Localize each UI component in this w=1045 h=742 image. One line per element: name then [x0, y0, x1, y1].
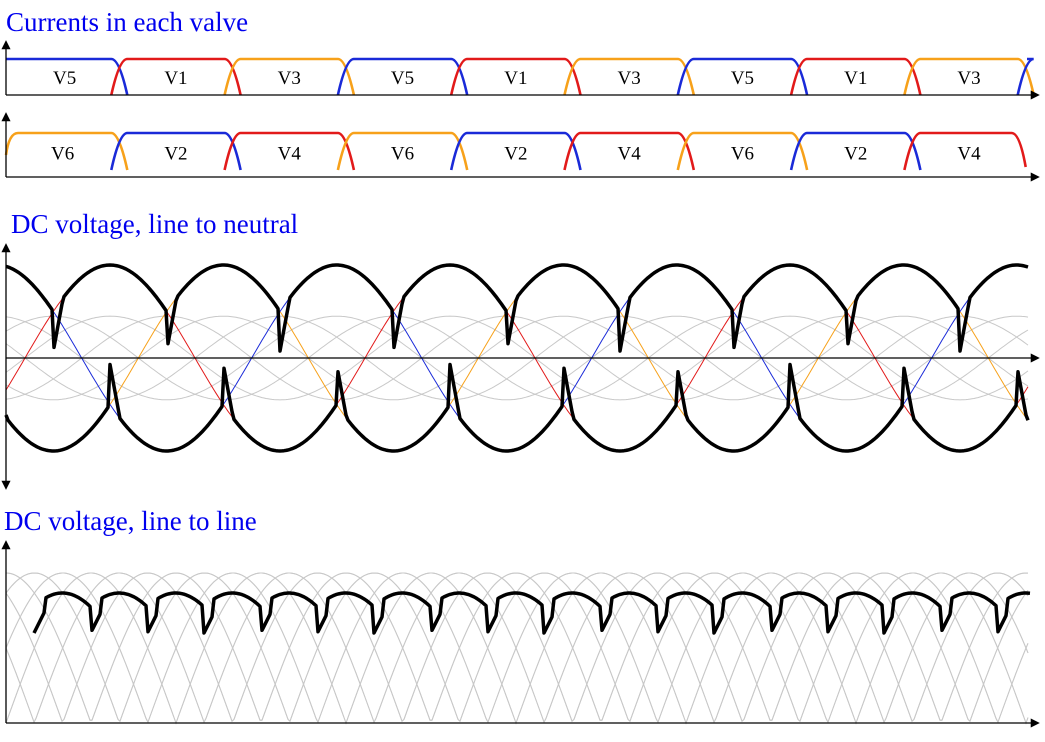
line-to-neutral-panel — [4, 263, 1030, 453]
currents-title: Currents in each valve — [6, 7, 248, 37]
valve-current-v2 — [110, 131, 242, 171]
phase-a-voltage — [5, 264, 1029, 452]
positive-dc-voltage — [5, 263, 1029, 353]
ln-guide-curve — [5, 315, 1029, 401]
ln-guide-curve — [5, 315, 1029, 401]
valve-current-v5 — [676, 57, 809, 96]
valve-current-v5 — [336, 57, 469, 96]
valve-label: V6 — [51, 144, 74, 165]
ll-voltage-title: DC voltage, line to line — [4, 506, 257, 536]
valve-label: V4 — [278, 144, 302, 165]
valve-current-v3 — [223, 57, 356, 96]
valve-current-v6 — [4, 131, 129, 171]
valve-current-v1 — [789, 57, 922, 96]
ll-guide-curve — [5, 572, 1029, 723]
ln-guide-curve — [5, 315, 1029, 401]
valve-current-v4 — [903, 131, 1027, 171]
ln-guide-curve — [5, 315, 1029, 401]
line-to-line-panel — [5, 572, 1031, 725]
valve-label: V5 — [731, 68, 754, 89]
valve-label: V5 — [391, 68, 414, 89]
valve-current-v3 — [903, 57, 1035, 96]
valve-current-v4 — [223, 131, 356, 171]
valve-label: V3 — [957, 68, 980, 89]
dc-line-to-line-voltage — [32, 591, 1031, 635]
ll-guide-curve — [5, 572, 1029, 724]
valve-label: V6 — [391, 144, 414, 165]
valve-label: V1 — [164, 68, 187, 89]
valve-label: V2 — [504, 144, 527, 165]
valve-current-v2 — [449, 131, 582, 171]
valve-label: V6 — [731, 144, 754, 165]
ll-guide-curve — [5, 572, 1029, 721]
negative-dc-voltage — [4, 362, 1030, 453]
valve-label: V3 — [618, 68, 641, 89]
ln-voltage-title: DC voltage, line to neutral — [11, 209, 298, 239]
valve-current-v6 — [676, 131, 809, 171]
valve-label: V4 — [957, 144, 981, 165]
valve-current-v1 — [449, 57, 582, 96]
ll-guide-curve — [5, 572, 1029, 725]
valve-label: V3 — [278, 68, 301, 89]
valve-current-v3 — [563, 57, 696, 96]
ll-guide-curve — [5, 572, 1029, 724]
valve-label: V2 — [164, 144, 187, 165]
valve-current-v5-tail — [1016, 57, 1035, 96]
ll-guide-curve — [5, 572, 1029, 725]
valve-label: V1 — [504, 68, 527, 89]
valve-label: V1 — [844, 68, 867, 89]
valve-current-v6 — [336, 131, 469, 171]
valve-currents-lower-row: V6 V2 V4 V6 V2 V4 V6 V2 V4 — [4, 131, 1027, 171]
valve-current-v2 — [789, 131, 922, 171]
ln-guide-curve — [5, 315, 1029, 401]
ln-guide-curve — [5, 315, 1029, 401]
valve-label: V4 — [618, 144, 642, 165]
valve-current-v5 — [6, 57, 129, 96]
valve-currents-upper-row: V5 V1 V3 V5 V1 V3 V5 V1 V3 — [6, 57, 1035, 96]
valve-label: V5 — [53, 68, 76, 89]
valve-label: V2 — [844, 144, 867, 165]
valve-current-v1 — [110, 57, 242, 96]
valve-current-v4 — [563, 131, 696, 171]
